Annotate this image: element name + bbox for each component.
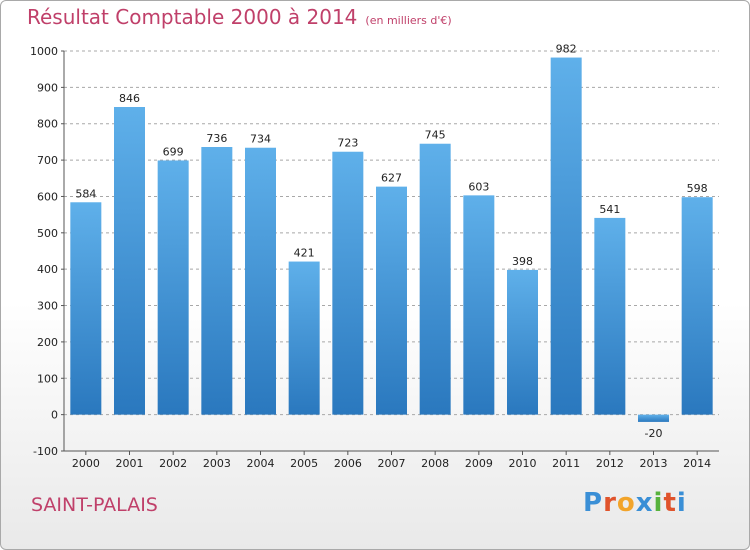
data-label: 598 [687, 182, 708, 195]
x-tick-label: 2010 [509, 457, 537, 470]
x-tick-label: 2003 [203, 457, 231, 470]
bar [681, 197, 713, 415]
bar [201, 147, 233, 415]
data-label: 603 [468, 180, 489, 193]
bar [550, 57, 582, 415]
logo-letter: P [583, 488, 604, 518]
data-label: 734 [250, 133, 271, 146]
commune-name: SAINT-PALAIS [31, 494, 158, 516]
y-tick-label: 100 [37, 372, 58, 385]
y-tick-label: 200 [37, 336, 58, 349]
bar [419, 143, 451, 415]
data-label: 846 [119, 92, 140, 105]
y-tick-label: 0 [51, 409, 58, 422]
bar [463, 195, 495, 415]
bar [70, 202, 102, 415]
bar [638, 414, 669, 422]
data-label: 421 [294, 247, 315, 260]
data-label: 584 [75, 187, 96, 200]
bar [332, 151, 364, 415]
chart-title: Résultat Comptable 2000 à 2014 [27, 5, 358, 29]
y-tick-label: 300 [37, 300, 58, 313]
bar [114, 107, 145, 415]
data-label: 723 [337, 137, 358, 150]
y-tick-label: 1000 [30, 45, 58, 58]
bar [157, 160, 189, 415]
logo-letter: i [676, 488, 687, 518]
bar [376, 186, 407, 415]
chart-title-line: Résultat Comptable 2000 à 2014 (en millie… [27, 5, 452, 29]
y-tick-label: 900 [37, 81, 58, 94]
y-tick-label: -100 [33, 445, 58, 458]
x-tick-label: 2001 [116, 457, 144, 470]
logo-letter: i [653, 488, 664, 518]
bar [507, 269, 538, 415]
x-tick-label: 2002 [159, 457, 187, 470]
data-label: 699 [163, 145, 184, 158]
x-tick-label: 2006 [334, 457, 362, 470]
data-label: 541 [599, 203, 620, 216]
x-tick-label: 2007 [378, 457, 406, 470]
bar [288, 261, 320, 415]
x-tick-label: 2004 [247, 457, 275, 470]
data-label: 982 [556, 43, 577, 56]
logo-letter: o [616, 488, 636, 518]
x-tick-label: 2014 [683, 457, 711, 470]
x-tick-label: 2013 [640, 457, 668, 470]
x-tick-label: 2012 [596, 457, 624, 470]
data-label: 745 [425, 129, 446, 142]
bar [594, 217, 626, 415]
x-tick-label: 2011 [552, 457, 580, 470]
x-tick-label: 2009 [465, 457, 493, 470]
data-label: 398 [512, 255, 533, 268]
y-tick-label: 500 [37, 227, 58, 240]
chart-unit-note: (en milliers d'€) [365, 14, 452, 27]
y-tick-label: 400 [37, 263, 58, 276]
x-tick-label: 2000 [72, 457, 100, 470]
x-tick-label: 2008 [421, 457, 449, 470]
logo-letter: r [603, 488, 617, 518]
logo-letter: t [663, 488, 677, 518]
data-label: 627 [381, 172, 402, 185]
data-label: -20 [645, 427, 663, 440]
y-tick-label: 800 [37, 118, 58, 131]
y-tick-label: 600 [37, 190, 58, 203]
x-tick-label: 2005 [290, 457, 318, 470]
proxiti-logo: Proxiti [583, 488, 687, 518]
y-tick-label: 700 [37, 154, 58, 167]
data-label: 736 [206, 132, 227, 145]
bar [245, 147, 276, 415]
logo-letter: x [635, 488, 654, 518]
